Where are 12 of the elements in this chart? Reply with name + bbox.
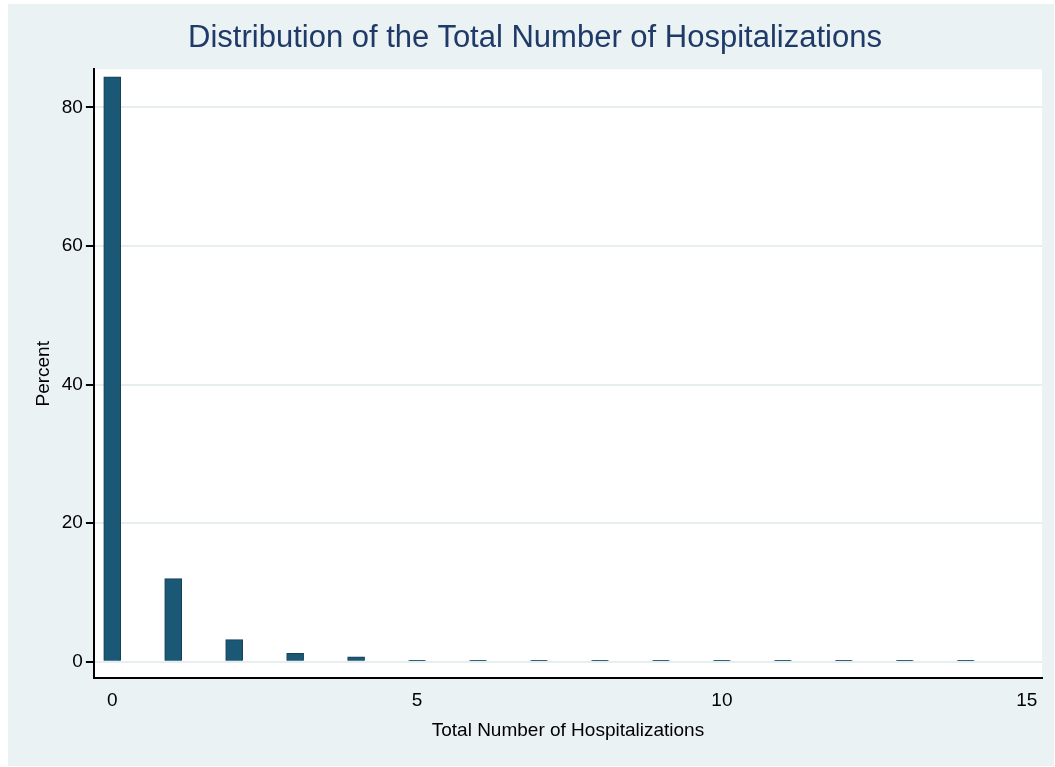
x-axis-title: Total Number of Hospitalizations [431,718,705,740]
y-tick-label: 0 [72,650,83,671]
chart-title: Distribution of the Total Number of Hospitalizations [188,19,882,55]
y-tick-label: 40 [61,372,83,394]
y-tick-label: 80 [61,95,83,117]
y-tick-label: 20 [61,511,83,533]
x-tick-label: 15 [1016,689,1038,711]
y-axis-title: Percent [31,340,53,407]
y-tick-label: 60 [61,234,83,256]
x-tick-label: 0 [106,689,118,711]
x-tick-label: 5 [411,689,423,711]
x-tick-label: 10 [711,689,733,711]
